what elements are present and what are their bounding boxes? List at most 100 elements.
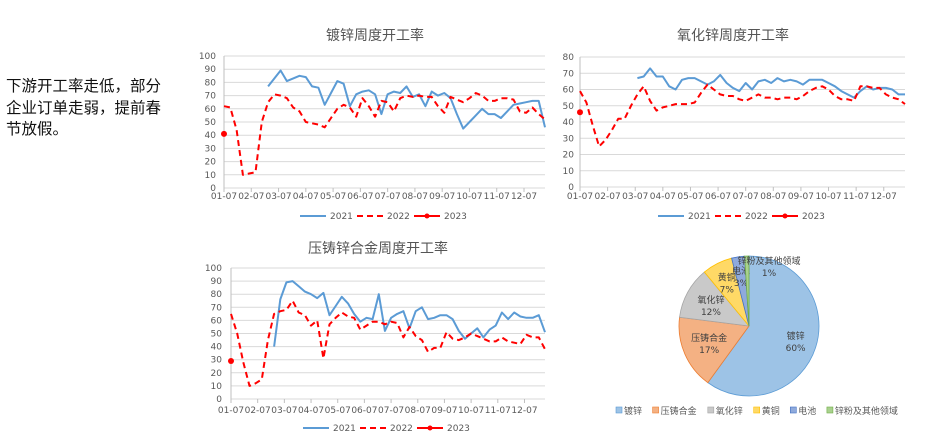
y-tick-label: 10 [211,382,223,392]
series-2022-line [579,83,906,148]
x-tick-label: 11-07 [484,192,510,202]
y-tick-label: 60 [205,105,217,115]
x-tick-label: 09-07 [788,192,814,202]
legend-label: 压铸合金 [661,405,697,417]
x-tick-label: 12-07 [511,406,537,416]
x-tick-label: 12-07 [871,192,897,202]
y-tick-label: 20 [205,158,217,168]
x-tick-label: 05-07 [320,192,346,202]
y-tick-label: 50 [211,330,223,340]
x-tick-label: 06-07 [705,192,731,202]
legend-label: 锌粉及其他领域 [835,405,898,417]
y-tick-label: 40 [211,343,223,353]
y-tick-label: 80 [211,290,223,300]
y-tick-label: 90 [205,65,217,75]
legend-label: 电池 [798,405,816,417]
x-tick-label: 09-07 [429,192,455,202]
y-tick-label: 70 [563,69,575,79]
pie-slice-0 [707,255,820,397]
x-tick-label: 07-07 [375,192,401,202]
x-tick-label: 01-07 [567,192,593,202]
pie-pct: 3% [734,279,749,289]
x-tick-label: 02-07 [238,192,264,202]
pie-label: 压铸合金 [691,332,727,344]
y-tick-label: 70 [211,303,223,313]
legend-swatch [652,406,659,414]
pie-label: 镀锌 [787,330,805,342]
y-tick-label: 30 [211,356,223,366]
y-tick-label: 90 [211,277,223,287]
legend-label-2023: 2023 [802,212,825,222]
series-2023-point [577,109,583,116]
y-tick-label: 100 [199,52,216,62]
x-tick-label: 10-07 [815,192,841,202]
chart-title: 压铸锌合金周度开工率 [308,240,448,257]
x-tick-label: 01-07 [211,192,237,202]
pie-slice-5 [744,255,750,327]
x-tick-label: 10-07 [456,192,482,202]
x-tick-label: 05-07 [325,406,351,416]
legend-label: 镀锌 [624,405,642,417]
legend-label-2022: 2022 [387,212,410,222]
y-tick-label: 20 [211,369,223,379]
pie-pct: 1% [762,269,777,279]
chart-title: 氧化锌周度开工率 [677,27,789,44]
legend-marker [424,213,430,219]
x-tick-label: 04-07 [298,406,324,416]
commentary-text: 下游开工率走低，部分企业订单走弱，提前春节放假。 [6,77,162,138]
legend-label-2022: 2022 [390,424,413,434]
x-tick-label: 07-07 [733,192,759,202]
legend-label: 氧化锌 [716,405,743,417]
legend-marker [427,425,433,431]
y-tick-label: 40 [205,131,217,141]
series-2021-line [273,280,546,347]
pie-pct: 60% [786,344,806,354]
y-tick-label: 20 [563,151,575,161]
series-2023-point [228,358,234,365]
x-tick-label: 11-07 [485,406,511,416]
legend-label-2023: 2023 [447,424,470,434]
legend-label-2021: 2021 [333,424,356,434]
y-tick-label: 50 [563,102,575,112]
pie-slice-1 [678,316,750,384]
y-tick-label: 10 [563,167,575,177]
x-tick-label: 08-07 [405,406,431,416]
x-tick-label: 11-07 [843,192,869,202]
legend-swatch [615,406,623,414]
legend-label: 黄铜 [762,405,780,417]
pie-pct: 17% [699,346,719,356]
x-tick-label: 07-07 [378,406,404,416]
legend-label-2021: 2021 [688,212,711,222]
line-chart-1: 氧化锌周度开工率 0 10 20 30 40 50 60 70 80 01-07 02-07 03-07… [563,27,906,222]
chart-title: 镀锌周度开工率 [326,27,424,44]
x-tick-label: 06-07 [351,406,377,416]
pie-pct: 7% [720,285,735,295]
x-tick-label: 04-07 [293,192,319,202]
x-tick-label: 12-07 [511,192,537,202]
pie-pct: 12% [701,308,721,318]
y-tick-label: 0 [568,183,574,193]
x-tick-label: 03-07 [265,192,291,202]
legend-label-2023: 2023 [444,212,467,222]
x-tick-label: 09-07 [431,406,457,416]
x-tick-label: 03-07 [271,406,297,416]
pie-label: 黄铜 [718,271,736,283]
y-tick-label: 50 [205,118,217,128]
y-tick-label: 80 [205,78,217,88]
x-tick-label: 10-07 [458,406,484,416]
legend-marker [782,213,788,219]
series-2022-line [223,92,546,176]
legend-swatch [753,406,761,414]
x-tick-label: 04-07 [650,192,676,202]
line-chart-2: 压铸锌合金周度开工率 0 10 20 30 40 50 60 70 80 90 100 01-07 02-… [205,240,546,434]
y-tick-label: 100 [205,264,222,274]
y-tick-label: 60 [211,316,223,326]
legend-swatch [707,406,715,414]
y-tick-label: 0 [216,395,222,405]
x-tick-label: 08-07 [402,192,428,202]
y-tick-label: 70 [205,92,217,102]
legend-swatch [826,406,834,414]
x-tick-label: 06-07 [347,192,373,202]
